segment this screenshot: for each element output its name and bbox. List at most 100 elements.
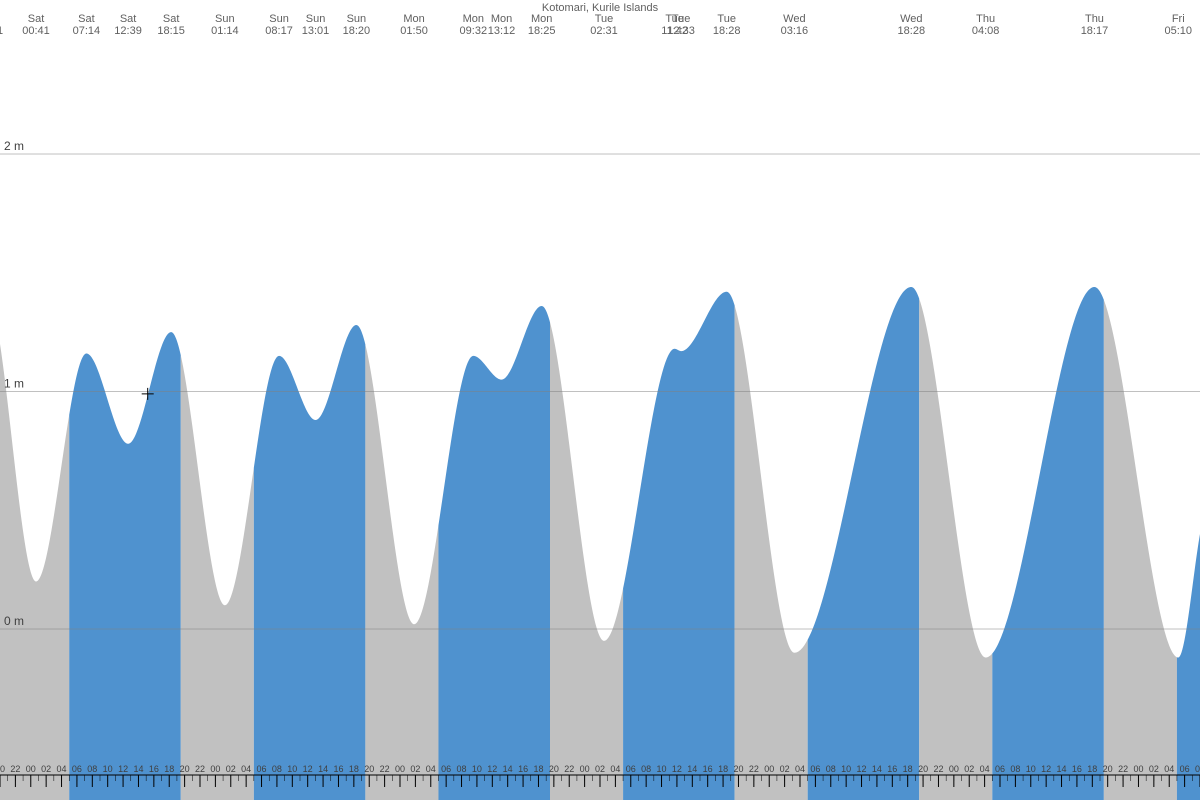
x-tick-label: 20: [549, 764, 559, 774]
x-tick-label: 14: [872, 764, 882, 774]
extrema-time-label: 18:15: [157, 25, 185, 37]
tide-chart: 0 m1 m2 m2022000204060810121416182022000…: [0, 0, 1200, 800]
x-tick-label: 18: [533, 764, 543, 774]
x-tick-label: 22: [749, 764, 759, 774]
x-tick-label: 10: [472, 764, 482, 774]
x-tick-label: 20: [918, 764, 928, 774]
x-tick-label: 06: [995, 764, 1005, 774]
tide-segment: [0, 344, 69, 800]
x-tick-label: 12: [487, 764, 497, 774]
x-tick-label: 20: [364, 764, 374, 774]
x-tick-label: 06: [257, 764, 267, 774]
extrema-day-label: Wed: [783, 13, 805, 25]
x-tick-label: 10: [287, 764, 297, 774]
extrema-time-label: 18:28: [898, 25, 926, 37]
x-tick-label: 00: [26, 764, 36, 774]
x-tick-label: 00: [580, 764, 590, 774]
x-tick-label: 18: [349, 764, 359, 774]
x-tick-label: 06: [441, 764, 451, 774]
x-tick-label: 20: [180, 764, 190, 774]
extrema-day-label: Sat: [120, 13, 137, 25]
extrema-time-label: 09:32: [460, 25, 488, 37]
extrema-time-label: 1: [0, 25, 3, 37]
x-tick-label: 18: [718, 764, 728, 774]
x-tick-label: 10: [657, 764, 667, 774]
extrema-time-label: 13:01: [302, 25, 330, 37]
extrema-day-label: Thu: [1085, 13, 1104, 25]
extrema-day-label: Tue: [672, 13, 691, 25]
x-tick-label: 10: [1026, 764, 1036, 774]
extrema-time-label: 01:14: [211, 25, 239, 37]
header-group: Kotomari, Kurile Islands1Sat00:41Sat07:1…: [0, 2, 1192, 37]
extrema-day-label: Mon: [403, 13, 424, 25]
x-tick-label: 00: [1133, 764, 1143, 774]
x-tick-label: 14: [133, 764, 143, 774]
tide-segment: [181, 355, 254, 800]
extrema-time-label: 08:17: [265, 25, 293, 37]
x-tick-label: 16: [1072, 764, 1082, 774]
x-tick-label: 16: [518, 764, 528, 774]
x-tick-label: 18: [1087, 764, 1097, 774]
x-tick-label: 00: [395, 764, 405, 774]
extrema-time-label: 04:08: [972, 25, 1000, 37]
extrema-day-label: Sun: [269, 13, 289, 25]
tide-segment: [919, 299, 992, 800]
x-tick-label: 02: [780, 764, 790, 774]
tide-segment: [1104, 300, 1177, 800]
extrema-day-label: Sun: [215, 13, 235, 25]
extrema-day-label: Fri: [1172, 13, 1185, 25]
extrema-time-label: 18:17: [1081, 25, 1109, 37]
tide-segment: [550, 322, 623, 800]
x-tick-label: 22: [1118, 764, 1128, 774]
y-axis-label: 2 m: [4, 139, 24, 153]
extrema-day-label: Sat: [78, 13, 95, 25]
x-tick-label: 20: [733, 764, 743, 774]
x-tick-label: 08: [1195, 764, 1200, 774]
x-tick-label: 04: [241, 764, 251, 774]
x-tick-label: 16: [333, 764, 343, 774]
extrema-time-label: 05:10: [1164, 25, 1192, 37]
extrema-day-label: Wed: [900, 13, 922, 25]
x-tick-label: 08: [826, 764, 836, 774]
x-tick-label: 04: [610, 764, 620, 774]
x-tick-label: 00: [764, 764, 774, 774]
extrema-day-label: Tue: [595, 13, 614, 25]
extrema-day-label: Sun: [306, 13, 326, 25]
x-tick-label: 04: [426, 764, 436, 774]
extrema-time-label: 18:28: [713, 25, 741, 37]
x-tick-label: 16: [887, 764, 897, 774]
tide-segment: [365, 345, 438, 800]
extrema-day-label: Thu: [976, 13, 995, 25]
x-tick-label: 08: [1010, 764, 1020, 774]
extrema-day-label: Sat: [28, 13, 45, 25]
x-tick-label: 18: [903, 764, 913, 774]
extrema-time-label: 03:16: [781, 25, 809, 37]
tide-segment: [992, 287, 1104, 800]
x-tick-label: 02: [595, 764, 605, 774]
x-tick-label: 12: [303, 764, 313, 774]
tide-segment: [69, 332, 181, 800]
x-tick-label: 18: [164, 764, 174, 774]
x-tick-label: 22: [10, 764, 20, 774]
x-tick-label: 08: [87, 764, 97, 774]
x-tick-label: 06: [1180, 764, 1190, 774]
extrema-day-label: Sun: [347, 13, 367, 25]
extrema-time-label: 18:20: [343, 25, 371, 37]
x-tick-label: 12: [118, 764, 128, 774]
extrema-time-label: 02:31: [590, 25, 618, 37]
x-tick-label: 06: [626, 764, 636, 774]
x-tick-label: 14: [318, 764, 328, 774]
extrema-time-label: 00:41: [22, 25, 50, 37]
extrema-time-label: 01:50: [400, 25, 428, 37]
extrema-time-label: 13:12: [488, 25, 516, 37]
extrema-time-label: 07:14: [73, 25, 101, 37]
x-tick-label: 04: [980, 764, 990, 774]
x-tick-label: 08: [272, 764, 282, 774]
x-tick-label: 12: [1041, 764, 1051, 774]
x-tick-label: 04: [1164, 764, 1174, 774]
x-tick-label: 14: [1057, 764, 1067, 774]
x-tick-label: 16: [149, 764, 159, 774]
x-tick-label: 04: [57, 764, 67, 774]
extrema-day-label: Mon: [491, 13, 512, 25]
tide-segment: [254, 325, 366, 800]
